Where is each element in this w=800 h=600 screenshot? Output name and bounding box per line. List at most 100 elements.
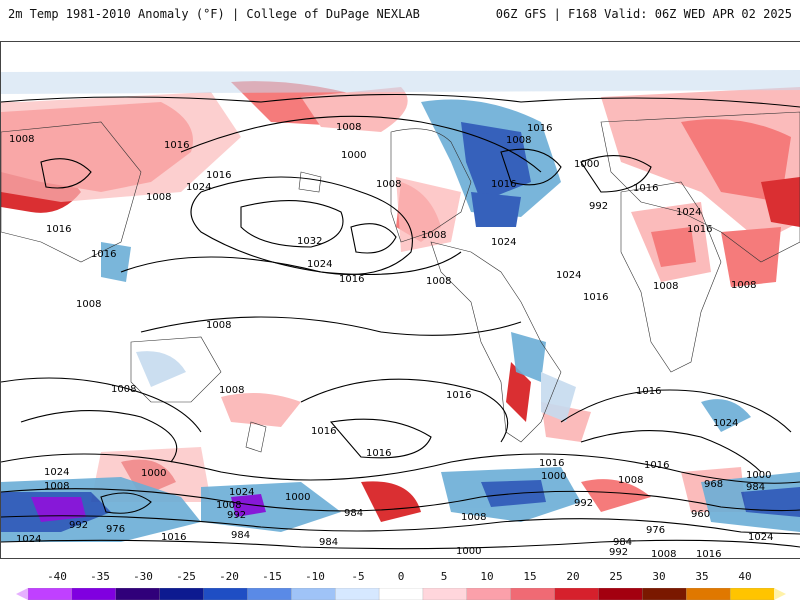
colorbar-cell: [203, 588, 249, 600]
isobar-label: 1016: [366, 448, 391, 459]
isobar-label: 1008: [336, 122, 361, 133]
isobar-label: 992: [609, 547, 628, 558]
isobar-label: 1024: [713, 418, 738, 429]
isobar-label: 1016: [633, 183, 658, 194]
isobar-label: 1016: [46, 224, 71, 235]
isobar-label: 1008: [506, 135, 531, 146]
colorbar-tick: -40: [47, 570, 67, 583]
colorbar-cells: [27, 588, 775, 600]
isobar-label: 1016: [206, 170, 231, 181]
isobar-label: 1024: [491, 237, 516, 248]
colorbar-tick: 15: [523, 570, 537, 583]
colorbar-tick: -25: [176, 570, 196, 583]
colorbar-tick: 35: [695, 570, 709, 583]
isobar-label: 1024: [676, 207, 701, 218]
isobar-label: 1024: [748, 532, 773, 543]
colorbar-tick: 25: [609, 570, 623, 583]
isobar-label: 1016: [539, 458, 564, 469]
isobar-label: 984: [319, 537, 338, 548]
isobar-label: 1008: [461, 512, 486, 523]
isobar-label: 1016: [687, 224, 712, 235]
colorbar-cell: [291, 588, 336, 600]
colorbar-min-arrow: [16, 588, 28, 600]
isobar-label: 992: [227, 510, 246, 521]
isobar-label: 1016: [644, 460, 669, 471]
isobar-label: 960: [691, 509, 710, 520]
colorbar-tick: -5: [351, 570, 365, 583]
colorbar-cell: [159, 588, 205, 600]
isobar-label: 1008: [219, 385, 244, 396]
colorbar-cell: [554, 588, 600, 600]
isobar-label: 1016: [636, 386, 661, 397]
colorbar-cell: [729, 588, 775, 600]
isobar-label: 1000: [541, 471, 566, 482]
colorbar-max-arrow: [774, 588, 786, 600]
coastlines: [1, 111, 800, 453]
isobar-label: 992: [589, 201, 608, 212]
isobar-label: 1008: [206, 320, 231, 331]
colorbar-strip: [16, 588, 786, 600]
isobar-label: 1032: [297, 236, 322, 247]
isobar-label: 1016: [311, 426, 336, 437]
anomaly-map: 1008 1016 1016 1008 1000 1008 1016 1008 …: [1, 70, 800, 558]
isobar-label: 1008: [618, 475, 643, 486]
isobar-label: 1008: [44, 481, 69, 492]
isobar-label: 976: [646, 525, 665, 536]
isobar-label: 1024: [16, 534, 41, 545]
colorbar-tick: -10: [305, 570, 325, 583]
colorbar-tick: 5: [440, 570, 448, 583]
isobar-label: 1008: [111, 384, 136, 395]
colorbar-cell: [247, 588, 292, 600]
colorbar-tick: -30: [133, 570, 153, 583]
colorbar-cell: [686, 588, 731, 600]
isobar-label: 984: [746, 482, 765, 493]
isobar-label: 1008: [216, 500, 241, 511]
colorbar-cell: [335, 588, 380, 600]
isobar-label: 1016: [583, 292, 608, 303]
colorbar-tick: 20: [566, 570, 580, 583]
isobar-label: 1008: [146, 192, 171, 203]
colorbar-cell: [27, 588, 73, 600]
cold-anomaly-shading: [1, 70, 800, 542]
isobar-label: 1016: [339, 274, 364, 285]
colorbar-tick: -35: [90, 570, 110, 583]
isobar-label: 1016: [446, 390, 471, 401]
isobar-label: 1024: [229, 487, 254, 498]
isobar-label: 1000: [456, 546, 481, 557]
isobar-label: 1008: [731, 280, 756, 291]
isobar-label: 1016: [161, 532, 186, 543]
isobar-label: 1000: [506, 557, 531, 558]
colorbar-tick: -15: [262, 570, 282, 583]
isobar-label: 1000: [746, 470, 771, 481]
isobar-label: 1016: [696, 549, 721, 558]
isobar-label: 1000: [341, 150, 366, 161]
isobar-label: 1008: [9, 134, 34, 145]
colorbar-cell: [466, 588, 512, 600]
isobar-label: 1008: [376, 179, 401, 190]
colorbar-tick: -20: [219, 570, 239, 583]
isobar-label: 1000: [574, 159, 599, 170]
colorbar-cell: [642, 588, 687, 600]
isobar-label: 1024: [44, 467, 69, 478]
isobar-label: 992: [574, 498, 593, 509]
isobar-label: 1024: [556, 270, 581, 281]
header-bar: 2m Temp 1981-2010 Anomaly (°F) | College…: [0, 0, 800, 30]
isobar-label: 984: [613, 537, 632, 548]
isobar-label: 1008: [449, 557, 474, 558]
colorbar-legend: -40 -35 -30 -25 -20 -15 -10 -5 0 5 10 15…: [16, 570, 786, 600]
isobar-label: 992: [69, 520, 88, 531]
colorbar-cell: [422, 588, 468, 600]
colorbar-tick: 0: [397, 570, 405, 583]
colorbar-tick: 40: [738, 570, 752, 583]
isobar-label: 976: [106, 524, 125, 535]
isobar-label: 1016: [91, 249, 116, 260]
isobar-label: 1000: [285, 492, 310, 503]
isobar-label: 968: [704, 479, 723, 490]
map-panel: 1008 1016 1016 1008 1000 1008 1016 1008 …: [0, 41, 800, 559]
isobar-label: 1024: [186, 182, 211, 193]
product-title: 2m Temp 1981-2010 Anomaly (°F) | College…: [8, 7, 420, 21]
isobar-label: 1016: [527, 123, 552, 134]
colorbar-cell: [378, 588, 424, 600]
isobar-label: 1008: [426, 276, 451, 287]
isobar-label: 1000: [141, 468, 166, 479]
